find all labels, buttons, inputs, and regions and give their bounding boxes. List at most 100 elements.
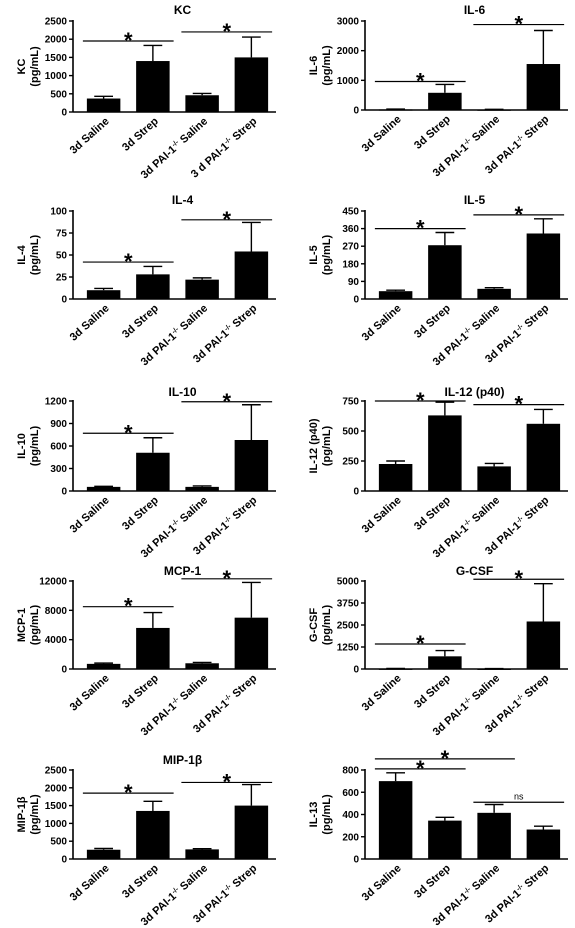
y-tick-label: 600 (50, 442, 67, 453)
genotype-superscript: -/- (463, 886, 473, 896)
bar (234, 440, 269, 491)
chart-il12: IL-12 (p40)IL-12 (p40) (pg/mL)02505007503… (308, 385, 568, 560)
y-tick-label: 600 (342, 788, 359, 799)
y-axis-label: MCP-1 (16, 608, 28, 642)
y-tick-label: 100 (50, 207, 67, 218)
bar (136, 274, 170, 299)
y-axis-unit: (pg/mL) (321, 235, 333, 276)
significance-ns: ns (514, 791, 524, 801)
y-tick-label: 1000 (337, 76, 360, 87)
bar (185, 95, 219, 112)
category-label: 3d Saline (360, 862, 404, 903)
y-tick-label: 750 (342, 397, 359, 408)
category-label: 3d Saline (68, 862, 112, 903)
genotype-superscript: -/- (223, 323, 233, 333)
genotype-superscript: -/- (223, 136, 233, 146)
y-axis-unit: (pg/mL) (321, 45, 333, 86)
category-suffix: Strep (520, 862, 551, 892)
category-text: 3d PAI-1 (483, 698, 523, 736)
bar (234, 617, 269, 669)
y-tick-label: 12000 (39, 577, 67, 588)
category-text: 3d Strep (120, 672, 161, 711)
bar (185, 486, 219, 491)
category-suffix: Strep (228, 862, 259, 892)
category-text: 3d Saline (68, 862, 112, 903)
significance-star: * (441, 746, 450, 771)
bar (86, 849, 121, 859)
y-axis-unit: (pg/mL) (29, 794, 41, 835)
category-label: 3d Strep (120, 862, 161, 901)
significance-star: * (514, 202, 523, 227)
chart-title: MIP-1β (163, 753, 202, 767)
significance-star: * (124, 249, 133, 274)
y-axis-unit: (pg/mL) (29, 426, 41, 467)
significance-star: * (514, 12, 523, 37)
category-text: 3d Saline (68, 494, 112, 535)
category-text: 3d PAI-1 (139, 700, 179, 738)
category-label: 3d Strep (120, 672, 161, 711)
genotype-superscript: -/- (515, 883, 525, 893)
y-tick-label: 25 (56, 273, 68, 284)
category-text: 3d Strep (412, 494, 453, 533)
category-suffix: Strep (520, 113, 551, 143)
bar (378, 668, 413, 670)
y-tick-label: 2000 (45, 783, 68, 794)
genotype-superscript: -/- (171, 696, 181, 706)
y-tick-label: 2500 (337, 621, 360, 632)
bar (136, 810, 170, 859)
genotype-superscript: -/- (463, 326, 473, 336)
significance-star: * (124, 28, 133, 53)
category-text: 3d PAI-1 (139, 890, 179, 928)
category-text: 3d PAI-1 (139, 143, 179, 181)
y-axis-unit: (pg/mL) (29, 605, 41, 646)
bar (234, 251, 269, 299)
category-suffix: Saline (468, 302, 502, 335)
category-text: 3d Saline (360, 672, 404, 713)
y-axis-unit: (pg/mL) (29, 46, 41, 87)
category-text: 3d PAI-1 (431, 700, 471, 738)
y-tick-label: 2500 (45, 766, 68, 777)
bar (477, 668, 511, 670)
chart-title: KC (174, 3, 192, 17)
category-text: 3d Strep (120, 302, 161, 341)
category-suffix: Strep (228, 672, 259, 702)
y-tick-label: 1500 (45, 53, 68, 64)
bar (378, 109, 413, 111)
y-tick-label: 2000 (45, 35, 68, 46)
chart-title: G-CSF (456, 564, 493, 578)
category-suffix: Strep (228, 115, 259, 145)
y-tick-label: 1500 (45, 801, 68, 812)
bar (234, 805, 269, 859)
significance-star: * (124, 420, 133, 445)
bar (86, 486, 121, 491)
y-tick-label: 500 (50, 837, 67, 848)
category-text: 3d Strep (412, 862, 453, 901)
category-text: 3d PAI-1 (191, 520, 231, 558)
y-tick-label: 0 (61, 487, 67, 498)
bar (477, 288, 511, 299)
category-label: 3d Strep (412, 302, 453, 341)
y-axis-label: MIP-1β (16, 796, 28, 832)
significance-star: * (222, 207, 231, 232)
bar (477, 812, 511, 859)
y-tick-label: 450 (342, 207, 359, 218)
bar (136, 61, 170, 112)
chart-il13: IL-13 (pg/mL) 0 200 400 600 800 3d Saline 3d Str… (308, 746, 568, 928)
category-text: 3d Saline (68, 115, 112, 156)
bar (477, 109, 511, 111)
y-tick-label: 90 (348, 277, 360, 288)
category-text: 3d PAI-1 (431, 522, 471, 560)
y-axis-label: IL-13 (308, 802, 320, 828)
category-label: 3d Saline (360, 113, 404, 154)
category-text: 3d PAI-1 (431, 330, 471, 368)
bar (477, 466, 511, 491)
significance-star: * (514, 566, 523, 591)
category-label: 3d Strep (120, 302, 161, 341)
bar (378, 464, 413, 491)
